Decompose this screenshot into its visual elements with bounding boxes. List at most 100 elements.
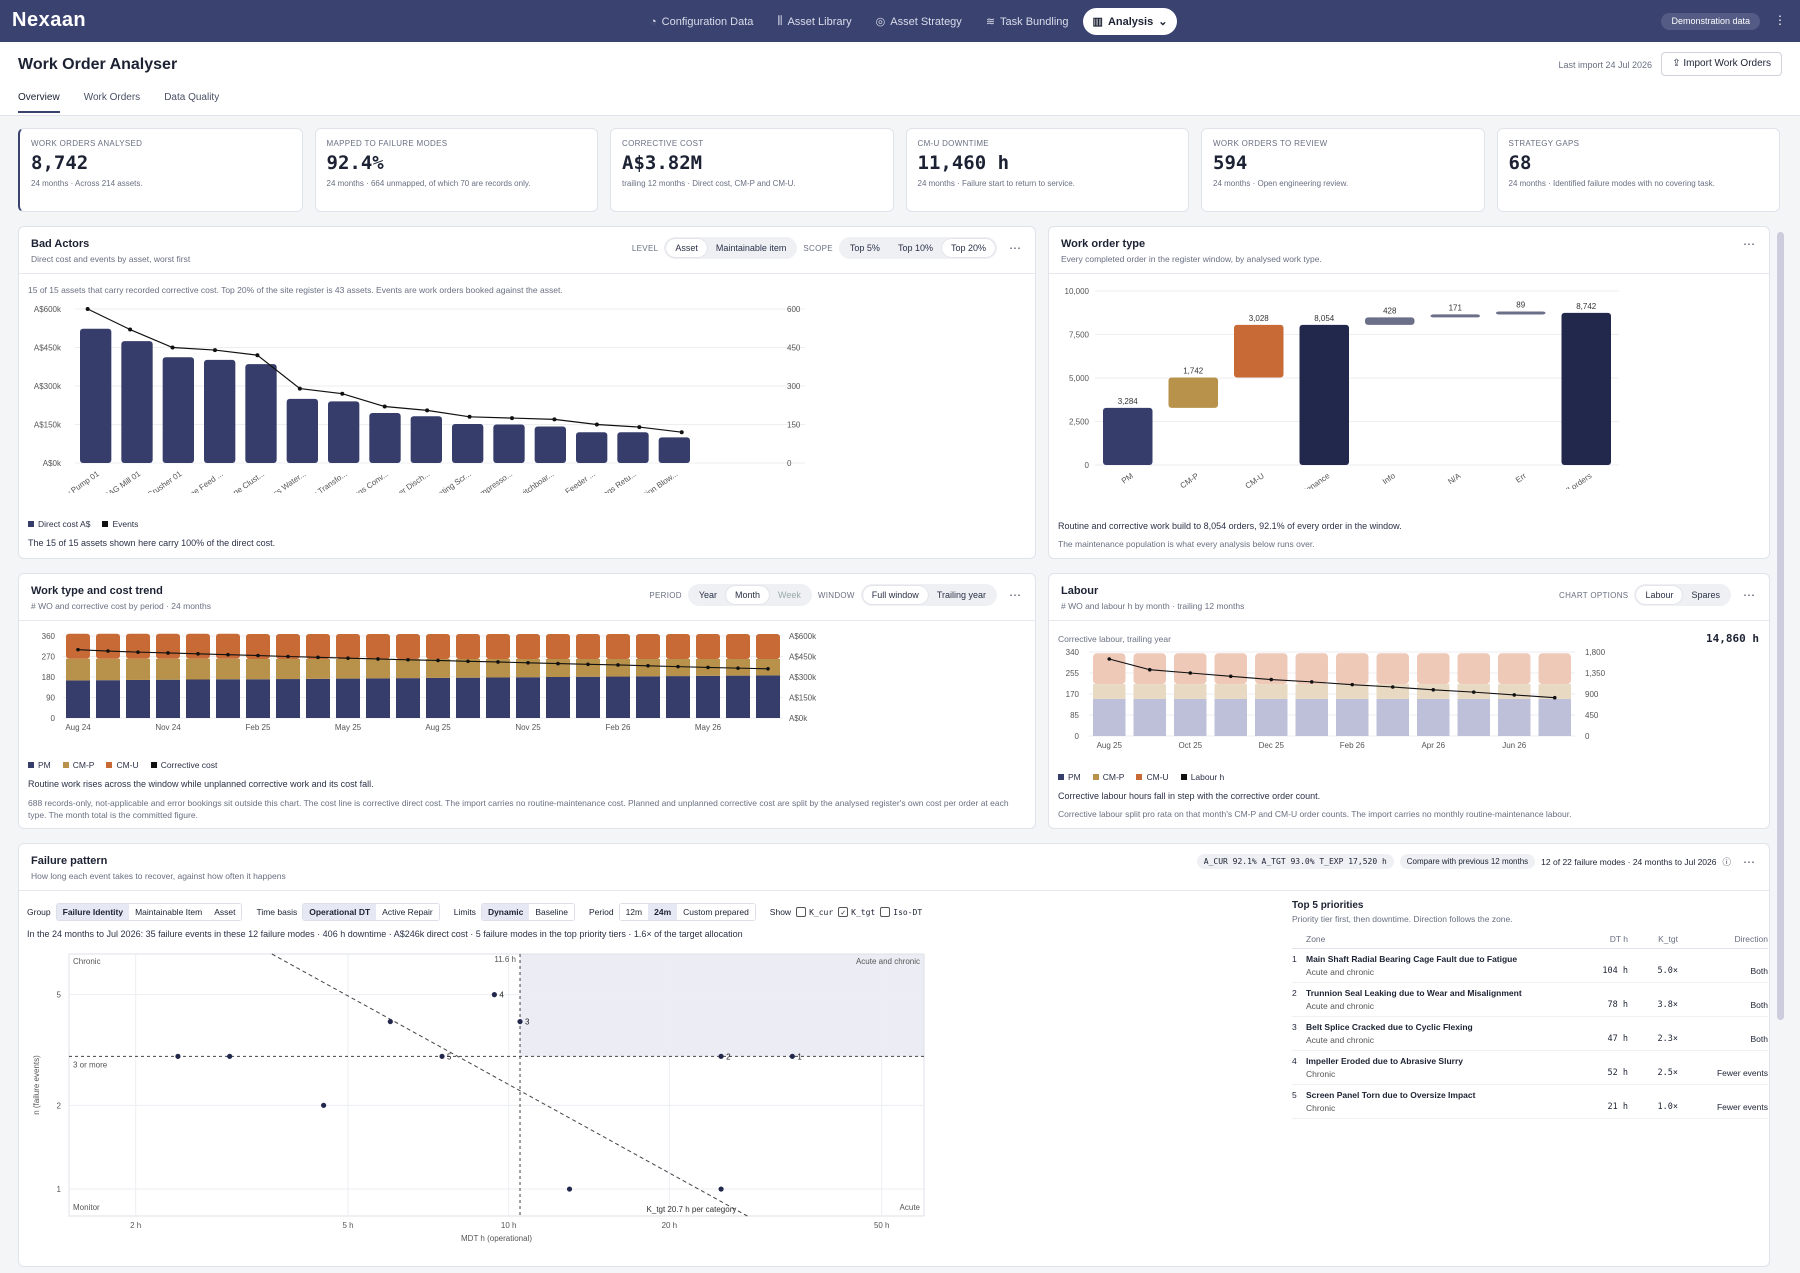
app-logo[interactable]: Nexaan <box>12 9 87 31</box>
priority-row[interactable]: 5 Screen Panel Torn due to Oversize Impac… <box>1292 1085 1768 1119</box>
period-12m[interactable]: 12m <box>619 904 649 920</box>
x-tick-label: May 26 <box>695 723 722 732</box>
cost-point <box>196 651 200 656</box>
window-full[interactable]: Full window <box>862 586 928 604</box>
kpi-card[interactable]: STRATEGY GAPS 68 24 months · Identified fa… <box>1496 128 1780 212</box>
tb-operational[interactable]: Operational DT <box>303 904 377 920</box>
more-icon[interactable]: ⋯ <box>1009 241 1021 255</box>
scope-top5[interactable]: Top 5% <box>849 243 880 253</box>
trend-footer-sub: 688 records-only, not-applicable and err… <box>28 798 1009 820</box>
kpi-card[interactable]: MAPPED TO FAILURE MODES 92.4% 24 months · … <box>314 128 598 212</box>
col-spacer <box>1292 934 1306 944</box>
card-subtitle: Every completed order in the register wi… <box>1061 254 1322 264</box>
window-trailing[interactable]: Trailing year <box>936 590 986 600</box>
events-point <box>637 425 642 430</box>
events-point <box>212 348 217 353</box>
scope-top10[interactable]: Top 10% <box>897 243 933 253</box>
priority-row[interactable]: 3 Belt Splice Cracked due to Cyclic Flexi… <box>1292 1017 1768 1051</box>
nav-configuration-data[interactable]: ◔ Configuration Data <box>650 15 754 28</box>
more-icon[interactable]: ⋯ <box>1743 588 1755 602</box>
priority-row[interactable]: 4 Impeller Eroded due to Abrasive Slurry C… <box>1292 1051 1768 1085</box>
more-icon[interactable]: ⋮ <box>1774 13 1786 27</box>
row-direction: Both <box>1750 1034 1769 1044</box>
x-tick-label: Tailings Conv... <box>341 469 390 493</box>
show-iso-dt[interactable]: Iso-DT <box>880 907 922 917</box>
row-ktgt: 5.0× <box>1657 966 1678 976</box>
show-k-tgt[interactable]: ✓ K_tgt <box>838 907 875 917</box>
opt-spares[interactable]: Spares <box>1691 590 1720 600</box>
nav-asset-library[interactable]: ⫼ Asset Library <box>777 15 852 28</box>
period-toggle: 12m 24m Custom prepared <box>618 903 756 921</box>
cost-point <box>256 653 260 658</box>
trend-chart: 0 A$0k 90 A$150k 180 A$300k 270 A$450k 360 A$600k… <box>42 632 817 732</box>
window-label: WINDOW <box>817 590 855 600</box>
bar <box>1365 317 1415 325</box>
y-tick-label: 0 <box>1085 461 1090 470</box>
limits-dynamic[interactable]: Dynamic <box>481 904 530 920</box>
period-24m[interactable]: 24m <box>648 904 678 920</box>
labour-footer: Corrective labour hours fall in step wit… <box>1058 791 1321 801</box>
more-icon[interactable]: ⋯ <box>1009 588 1021 602</box>
swatch <box>106 762 113 768</box>
chevron-down-icon: ⌄ <box>1158 16 1168 28</box>
y-tick-label: 0 <box>1075 732 1080 741</box>
info-icon[interactable]: ⓘ <box>1722 856 1731 867</box>
checkbox-checked[interactable]: ✓ <box>838 907 849 917</box>
group-maintainable-item[interactable]: Maintainable Item <box>129 904 209 920</box>
bar-segment <box>576 633 600 660</box>
labour-point <box>1552 695 1557 700</box>
tab-data-quality[interactable]: Data Quality <box>164 92 220 103</box>
tb-active-repair[interactable]: Active Repair <box>376 904 439 920</box>
row-name: Impeller Eroded due to Abrasive Slurry <box>1306 1056 1463 1066</box>
level-maintainable-item[interactable]: Maintainable item <box>715 243 787 253</box>
nav-analysis[interactable]: ▥ Analysis ⌄ <box>1082 8 1178 35</box>
priority-row[interactable]: 1 Main Shaft Radial Bearing Cage Fault du… <box>1292 949 1768 983</box>
prio-title: Top 5 priorities <box>1292 900 1364 911</box>
compare-button[interactable]: Compare with previous 12 months <box>1399 854 1536 869</box>
kpi-desc: 24 months · Failure start to return to s… <box>917 179 1075 188</box>
row-dt: 52 h <box>1607 1068 1628 1078</box>
bar-segment <box>96 633 120 659</box>
events-point <box>170 345 175 350</box>
checkbox[interactable] <box>796 907 807 917</box>
opt-labour[interactable]: Labour <box>1636 586 1683 604</box>
priority-row[interactable]: 2 Trunnion Seal Leaking due to Wear and M… <box>1292 983 1768 1017</box>
bar-segment <box>1538 684 1571 699</box>
layers-icon: ≋ <box>985 16 996 28</box>
wot-controls: ⋯ <box>1737 237 1755 251</box>
scrollbar[interactable] <box>1777 232 1784 1020</box>
bar-segment <box>306 659 330 679</box>
kpi-value: 92.4% <box>326 152 384 174</box>
more-icon[interactable]: ⋯ <box>1743 854 1755 869</box>
kpi-card[interactable]: CORRECTIVE COST A$3.82M trailing 12 months… <box>610 128 894 212</box>
level-asset[interactable]: Asset <box>666 239 707 257</box>
group-asset[interactable]: Asset <box>208 904 242 920</box>
kpi-card[interactable]: CM-U DOWNTIME 11,460 h 24 months · Failure… <box>905 128 1189 212</box>
data-label: 89 <box>1516 300 1525 309</box>
period-month[interactable]: Month <box>726 586 770 604</box>
import-work-orders-button[interactable]: ⇪ Import Work Orders <box>1661 52 1782 76</box>
bar <box>1168 377 1218 408</box>
tab-overview[interactable]: Overview <box>18 92 60 113</box>
bar-segment <box>756 675 780 718</box>
tab-work-orders[interactable]: Work Orders <box>83 92 141 103</box>
limits-baseline[interactable]: Baseline <box>529 904 574 920</box>
swatch <box>150 762 157 768</box>
group-failure-identity[interactable]: Failure Identity <box>56 904 130 920</box>
more-icon[interactable]: ⋯ <box>1743 237 1755 251</box>
scope-top20[interactable]: Top 20% <box>941 239 995 257</box>
kpi-card[interactable]: WORK ORDERS ANALYSED 8,742 24 months · Acr… <box>18 128 303 212</box>
period-week[interactable]: Week <box>778 590 801 600</box>
top-bar: Nexaan ◔ Configuration Data ⫼ Asset Librar… <box>0 0 1800 42</box>
show-k-cur[interactable]: K_cur <box>796 907 833 917</box>
nav-task-bundling[interactable]: ≋ Task Bundling <box>985 15 1069 29</box>
bar-segment <box>396 678 420 718</box>
kpi-card[interactable]: WORK ORDERS TO REVIEW 594 24 months · Open… <box>1201 128 1485 212</box>
legend-item: PM <box>1058 772 1081 782</box>
checkbox[interactable] <box>880 907 891 917</box>
nav-asset-strategy[interactable]: ◎ Asset Strategy <box>875 15 962 29</box>
bar <box>1430 314 1480 318</box>
period-custom[interactable]: Custom prepared <box>677 904 755 920</box>
period-year[interactable]: Year <box>698 590 718 600</box>
point-label: 1 <box>797 1052 802 1061</box>
